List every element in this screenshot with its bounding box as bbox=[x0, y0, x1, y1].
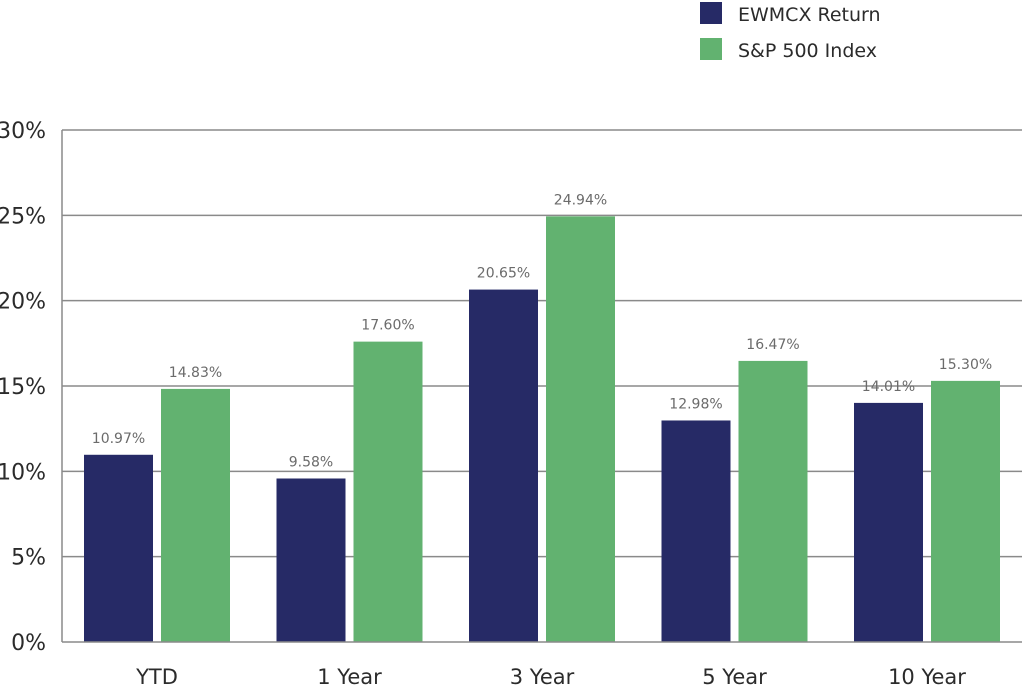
data-label: 17.60% bbox=[361, 318, 414, 334]
legend: EWMCX Return S&P 500 Index bbox=[700, 2, 881, 62]
legend-swatch bbox=[700, 38, 722, 60]
legend-swatch bbox=[700, 2, 722, 24]
bar bbox=[546, 216, 615, 642]
bar bbox=[161, 388, 230, 642]
x-category-label: 5 Year bbox=[702, 665, 767, 689]
bar bbox=[931, 380, 1000, 642]
data-label: 9.58% bbox=[289, 455, 333, 471]
y-tick-label: 10% bbox=[0, 460, 46, 485]
y-tick-label: 5% bbox=[11, 546, 46, 571]
y-tick-label: 15% bbox=[0, 375, 46, 400]
x-category-label: 1 Year bbox=[317, 665, 382, 689]
y-tick-label: 0% bbox=[11, 631, 46, 656]
y-tick-label: 25% bbox=[0, 204, 46, 229]
legend-label: S&P 500 Index bbox=[738, 40, 877, 62]
data-label: 14.83% bbox=[169, 365, 222, 381]
bar bbox=[854, 402, 923, 642]
data-label: 10.97% bbox=[92, 431, 145, 447]
bar bbox=[661, 420, 731, 642]
x-category-label: 10 Year bbox=[888, 665, 966, 689]
axes bbox=[61, 130, 1022, 643]
x-category-label: YTD bbox=[135, 665, 178, 689]
data-label: 16.47% bbox=[746, 337, 799, 353]
bars bbox=[84, 216, 1000, 642]
bar bbox=[84, 454, 153, 642]
bar bbox=[738, 360, 808, 642]
data-label: 24.94% bbox=[554, 192, 607, 208]
y-axis-ticks: 0% 5% 10% 15% 20% 25% 30% bbox=[0, 119, 46, 656]
data-label: 15.30% bbox=[939, 357, 992, 373]
data-labels: 10.97% 14.83% 9.58% 17.60% 20.65% 24.94% 12.98… bbox=[92, 192, 992, 470]
legend-label: EWMCX Return bbox=[738, 4, 881, 26]
x-axis-categories: YTD 1 Year 3 Year 5 Year 10 Year bbox=[135, 665, 966, 689]
y-tick-label: 30% bbox=[0, 119, 46, 144]
data-label: 20.65% bbox=[477, 266, 530, 282]
x-category-label: 3 Year bbox=[510, 665, 575, 689]
data-label: 12.98% bbox=[669, 396, 722, 412]
data-label: 14.01% bbox=[862, 379, 915, 395]
bar bbox=[353, 341, 423, 642]
y-tick-label: 20% bbox=[0, 290, 46, 315]
bar bbox=[469, 289, 538, 642]
bar bbox=[276, 478, 346, 642]
